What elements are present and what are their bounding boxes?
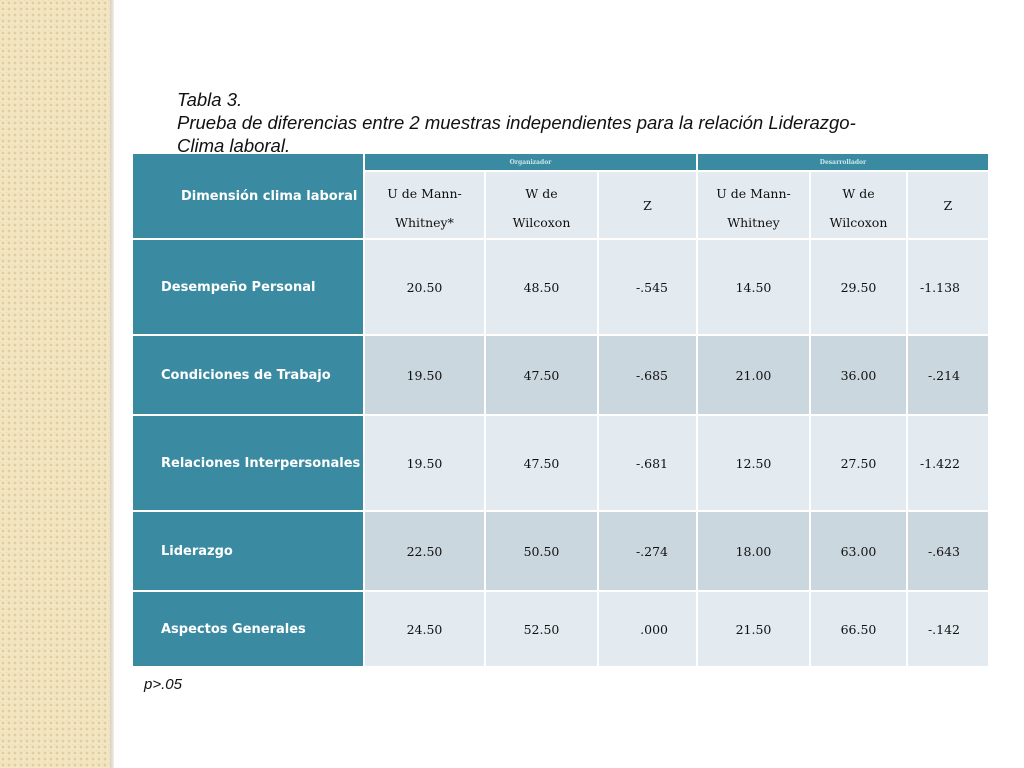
subheader-line: W de <box>842 186 875 201</box>
subheader-line: Wilcoxon <box>512 215 571 230</box>
table-cell: .000 <box>599 592 696 666</box>
table-cell: -.274 <box>599 512 696 590</box>
subheader-1: U de Mann- Whitney* <box>365 172 484 238</box>
row-label: Aspectos Generales <box>133 592 363 666</box>
subheader-6: Z <box>908 172 988 238</box>
table-cell: 66.50 <box>811 592 906 666</box>
row-label: Condiciones de Trabajo <box>133 336 363 414</box>
table-cell: -.214 <box>908 336 988 414</box>
table-cell: -.643 <box>908 512 988 590</box>
subheader-4: U de Mann- Whitney <box>698 172 809 238</box>
table-cell: 24.50 <box>365 592 484 666</box>
subheader-line: Whitney* <box>395 215 454 230</box>
table-cell: -.685 <box>599 336 696 414</box>
table-cell: 19.50 <box>365 416 484 510</box>
subheader-line: U de Mann- <box>387 186 462 201</box>
decorative-side-strip <box>0 0 110 768</box>
table-caption: Tabla 3. Prueba de diferencias entre 2 m… <box>177 88 917 157</box>
table-cell: 27.50 <box>811 416 906 510</box>
corner-header: Dimensión clima laboral <box>133 154 363 238</box>
results-table: Dimensión clima laboral Organizador Desarr… <box>133 154 988 666</box>
subheader-line: U de Mann- <box>716 186 791 201</box>
subheader-5: W de Wilcoxon <box>811 172 906 238</box>
table-cell: 36.00 <box>811 336 906 414</box>
table-cell: 47.50 <box>486 416 597 510</box>
subheader-2: W de Wilcoxon <box>486 172 597 238</box>
table-cell: 12.50 <box>698 416 809 510</box>
table-cell: -.545 <box>599 240 696 334</box>
table-cell: -.681 <box>599 416 696 510</box>
table-cell: 50.50 <box>486 512 597 590</box>
table-cell: 19.50 <box>365 336 484 414</box>
table-cell: -.142 <box>908 592 988 666</box>
table-number: Tabla 3. <box>177 89 243 110</box>
group-header-organizador: Organizador <box>365 154 696 170</box>
table-cell: 18.00 <box>698 512 809 590</box>
row-label: Liderazgo <box>133 512 363 590</box>
table-cell: 48.50 <box>486 240 597 334</box>
table-cell: 47.50 <box>486 336 597 414</box>
table-cell: 29.50 <box>811 240 906 334</box>
table-title-line-1: Prueba de diferencias entre 2 muestras i… <box>177 112 856 133</box>
row-label: Desempeño Personal <box>133 240 363 334</box>
subheader-line: Z <box>943 197 953 213</box>
subheader-line: W de <box>525 186 558 201</box>
row-label: Relaciones Interpersonales <box>133 416 363 510</box>
table-cell: 52.50 <box>486 592 597 666</box>
table-cell: -1.422 <box>908 416 988 510</box>
subheader-line: Z <box>643 197 652 213</box>
subheader-3: Z <box>599 172 696 238</box>
table-cell: 21.00 <box>698 336 809 414</box>
decorative-strip-edge <box>110 0 114 768</box>
table-cell: -1.138 <box>908 240 988 334</box>
table-cell: 21.50 <box>698 592 809 666</box>
table-cell: 63.00 <box>811 512 906 590</box>
subheader-line: Wilcoxon <box>829 215 888 230</box>
significance-note: p>.05 <box>144 676 182 693</box>
subheader-line: Whitney <box>727 215 780 230</box>
table-cell: 14.50 <box>698 240 809 334</box>
table-cell: 20.50 <box>365 240 484 334</box>
table-title-line-2: Clima laboral. <box>177 135 291 156</box>
table-cell: 22.50 <box>365 512 484 590</box>
group-header-desarrollador: Desarrollador <box>698 154 988 170</box>
